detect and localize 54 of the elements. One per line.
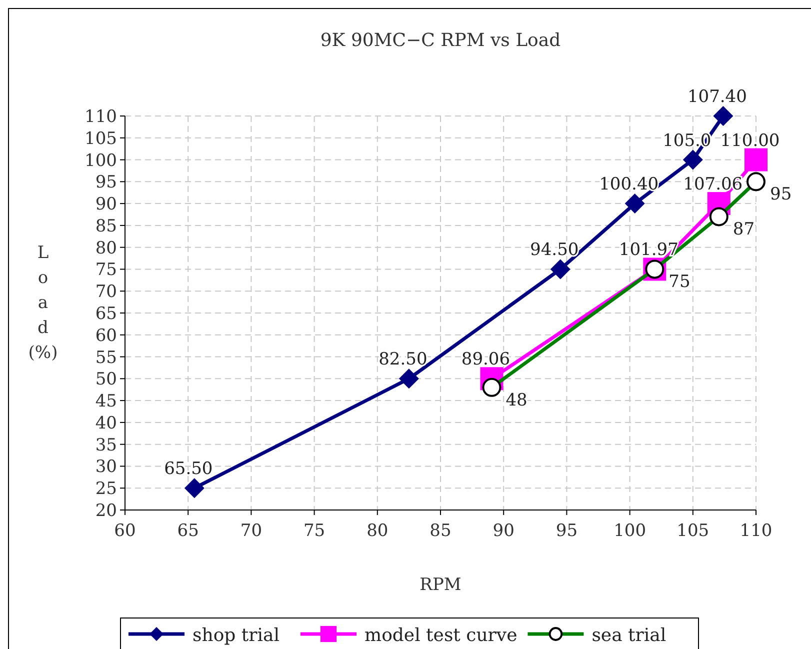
x-tick-label: 80 (366, 521, 388, 541)
x-tick-label: 100 (614, 521, 646, 541)
y-tick-label: 110 (84, 107, 117, 127)
point (184, 478, 204, 498)
y-tick-label: 105 (84, 128, 117, 149)
data-label: 75 (668, 272, 690, 292)
x-tick-label: 75 (303, 521, 326, 541)
point (713, 106, 734, 126)
y-tick-label: 45 (95, 392, 117, 412)
point (682, 150, 703, 170)
legend-label: sea trial (592, 625, 666, 646)
y-tick-label: 35 (95, 435, 117, 456)
y-tick-label: 60 (95, 326, 117, 346)
legend-label: model test curve (364, 625, 518, 646)
y-tick-label: 95 (95, 172, 117, 193)
annotation: 82.50 (378, 350, 428, 370)
x-tick-label: 85 (430, 521, 452, 541)
point (398, 368, 419, 389)
data-label: 87 (732, 220, 755, 240)
annotation: 110.00 (720, 130, 780, 151)
annotation: 100.40 (599, 174, 659, 195)
data-label: 95 (770, 184, 792, 205)
y-tick-label: 80 (95, 238, 117, 258)
point (550, 259, 570, 280)
point (624, 194, 645, 214)
y-tick-label: 30 (95, 457, 117, 478)
annotation: 94.50 (530, 240, 579, 260)
y-tick-label: 90 (95, 194, 117, 215)
x-tick-label: 60 (114, 521, 136, 541)
x-tick-label: 90 (492, 521, 514, 541)
annotation: 107.40 (687, 87, 747, 107)
y-tick-label: 55 (95, 348, 117, 368)
x-tick-label: 65 (177, 521, 199, 541)
y-tick-label: 75 (95, 260, 117, 280)
annotation: 65.50 (164, 459, 213, 480)
x-axis-title: RPM (420, 575, 462, 595)
x-tick-label: 110 (740, 521, 772, 541)
point (744, 148, 768, 172)
x-tick-label: 95 (556, 521, 578, 541)
y-axis-title: Load (%) (28, 243, 58, 363)
data-label: 48 (506, 390, 528, 410)
x-tick-label: 105 (676, 521, 710, 541)
y-tick-label: 25 (95, 479, 117, 500)
y-tick-label: 70 (95, 282, 117, 302)
annotation: 89.06 (461, 350, 510, 370)
x-tick-label: 70 (240, 521, 262, 541)
legend-label: shop trial (192, 625, 280, 646)
y-tick-label: 50 (95, 370, 117, 390)
chart-title: 9K 90MC−C RPM vs Load (320, 30, 561, 51)
y-tick-label: 65 (95, 304, 117, 324)
y-tick-label: 100 (84, 150, 117, 171)
y-tick-label: 20 (95, 501, 117, 521)
y-tick-label: 40 (95, 413, 117, 434)
y-tick-label: 85 (95, 216, 117, 236)
